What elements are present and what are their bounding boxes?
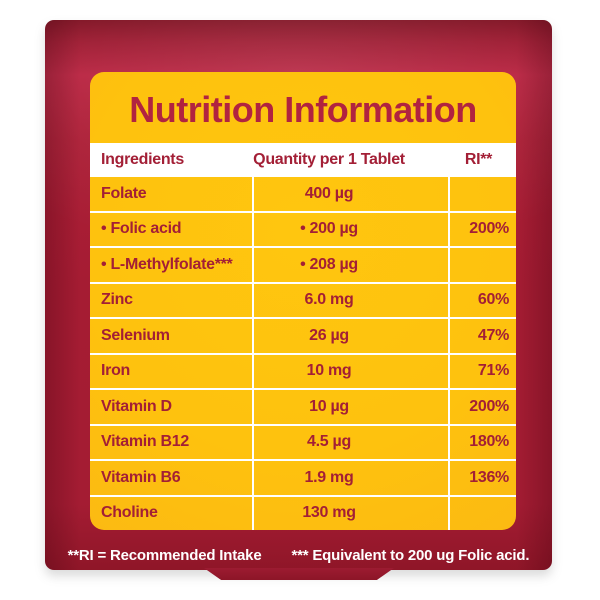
cell-ingredient: Vitamin D: [101, 397, 172, 415]
footnote-ri-definition: **RI = Recommended Intake: [67, 547, 262, 564]
cell-quantity: • 200 µg: [300, 220, 358, 238]
cell-ri: 200%: [469, 220, 509, 238]
cell-ingredient: Vitamin B6: [101, 468, 181, 486]
column-header-quantity: Quantity per 1 Tablet: [253, 151, 405, 168]
cell-quantity: 130 mg: [302, 504, 356, 522]
cell-ingredient: Folate: [101, 184, 147, 202]
package-back-panel: Nutrition Information Ingredients Quanti…: [45, 20, 552, 570]
table-row: Vitamin B12 4.5 µg 180%: [90, 423, 516, 460]
cell-ingredient: Vitamin B12: [101, 433, 189, 451]
table-body: Folate 400 µg • Folic acid • 200 µg 200% • L-…: [90, 177, 516, 530]
cell-ri: 60%: [477, 291, 509, 309]
cell-ri: 47%: [477, 326, 509, 344]
panel-title: Nutrition Information: [129, 88, 477, 130]
table-header-row: Ingredients Quantity per 1 Tablet RI**: [90, 143, 516, 177]
cell-quantity: 10 mg: [306, 362, 352, 380]
cell-quantity: 6.0 mg: [304, 291, 354, 309]
package-bottom-tab: [204, 568, 394, 580]
cell-ingredient: Zinc: [101, 291, 133, 309]
cell-quantity: 26 µg: [309, 326, 349, 344]
cell-quantity: 400 µg: [304, 184, 354, 202]
table-row: Vitamin D 10 µg 200%: [90, 388, 516, 424]
footnote-folic-acid-equivalent: *** Equivalent to 200 ug Folic acid.: [291, 547, 530, 564]
table-row: Iron 10 mg 71%: [90, 352, 516, 389]
cell-ri: 71%: [477, 362, 509, 380]
table-row: Vitamin B6 1.9 mg 136%: [90, 459, 516, 495]
cell-quantity: 4.5 µg: [307, 433, 351, 451]
table-row: • L-Methylfolate*** • 208 µg: [90, 246, 516, 282]
cell-quantity: • 208 µg: [300, 255, 358, 273]
nutrition-information-panel: Nutrition Information Ingredients Quanti…: [90, 72, 516, 530]
cell-ri: 136%: [469, 468, 509, 486]
table-row: Zinc 6.0 mg 60%: [90, 281, 516, 318]
cell-ingredient: • L-Methylfolate***: [101, 255, 233, 273]
cell-ingredient: Selenium: [101, 326, 170, 344]
cell-ingredient: Iron: [101, 362, 131, 380]
column-header-ri: RI**: [464, 151, 493, 168]
cell-ingredient: Choline: [101, 504, 158, 522]
column-divider: [448, 177, 450, 530]
table-row: Choline 130 mg: [90, 494, 516, 531]
column-header-ingredients: Ingredients: [101, 151, 184, 168]
table-row: • Folic acid • 200 µg 200%: [90, 210, 516, 247]
column-divider: [252, 177, 254, 530]
footnotes: **RI = Recommended Intake *** Equivalent…: [45, 547, 552, 564]
cell-ingredient: • Folic acid: [101, 220, 182, 238]
table-row: Selenium 26 µg 47%: [90, 317, 516, 353]
cell-ri: 180%: [469, 433, 509, 451]
cell-quantity: 10 µg: [309, 397, 349, 415]
cell-ri: 200%: [469, 397, 509, 415]
table-row: Folate 400 µg: [90, 177, 516, 211]
cell-quantity: 1.9 mg: [304, 468, 354, 486]
